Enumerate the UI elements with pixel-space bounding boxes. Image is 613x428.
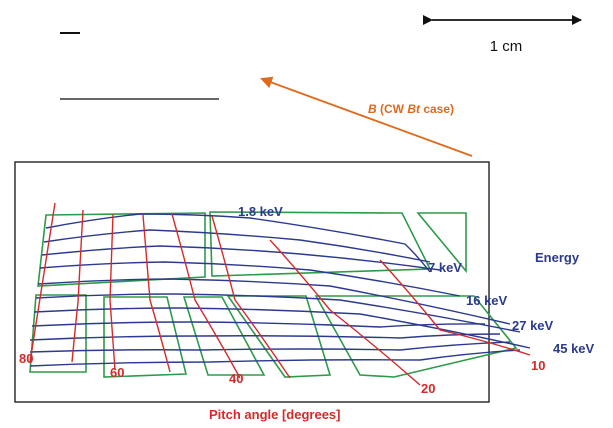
energy-label-7kev: 7 keV <box>428 260 462 275</box>
energy-label-16kev: 16 keV <box>466 293 508 308</box>
pitch-angle-line <box>109 213 116 371</box>
pitch-angle-line <box>71 209 84 363</box>
detector-outline-upper-right <box>209 211 432 277</box>
scale-bar-label: 1 cm <box>490 38 523 55</box>
pitch-angle-line <box>379 259 531 356</box>
energy-axis-title: Energy <box>535 250 580 265</box>
energy-line <box>29 349 521 367</box>
energy-line <box>41 245 441 271</box>
energy-label-1-8kev: 1.8 keV <box>238 204 283 219</box>
energy-line <box>45 213 431 273</box>
detector-outline-corner <box>416 212 467 274</box>
plot-frame <box>14 161 490 403</box>
pitch-label-80: 80 <box>19 351 33 366</box>
detector-outline-lower-4 <box>226 295 332 378</box>
energy-line <box>39 261 461 297</box>
energy-line <box>29 341 511 353</box>
energy-lines <box>29 213 531 367</box>
pitch-axis-title: Pitch angle [degrees] <box>209 407 340 422</box>
detector-outline-lower-5 <box>314 295 518 378</box>
pitch-label-60: 60 <box>110 365 124 380</box>
energy-label-45kev: 45 keV <box>553 341 595 356</box>
energy-line <box>31 321 486 328</box>
pitch-angle-line <box>29 202 56 363</box>
detector-outline-upper-main <box>37 212 206 287</box>
pitch-lines <box>29 202 531 386</box>
pitch-label-10: 10 <box>531 358 545 373</box>
detector-outline-lower-3 <box>182 296 266 376</box>
energy-line <box>37 278 511 325</box>
field-arrow <box>260 76 473 157</box>
pitch-label-20: 20 <box>421 381 435 396</box>
pitch-angle-line <box>171 213 241 379</box>
field-label: B (CW Bt case) <box>368 102 454 116</box>
energy-line <box>35 293 521 333</box>
pitch-angle-line <box>269 239 421 386</box>
energy-line <box>29 333 501 341</box>
pitch-label-40: 40 <box>229 371 243 386</box>
energy-label-27kev: 27 keV <box>512 318 554 333</box>
energy-line <box>33 307 531 349</box>
pitch-angle-line <box>211 215 291 379</box>
pitch-angle-line <box>142 214 171 373</box>
energy-line <box>43 229 431 263</box>
